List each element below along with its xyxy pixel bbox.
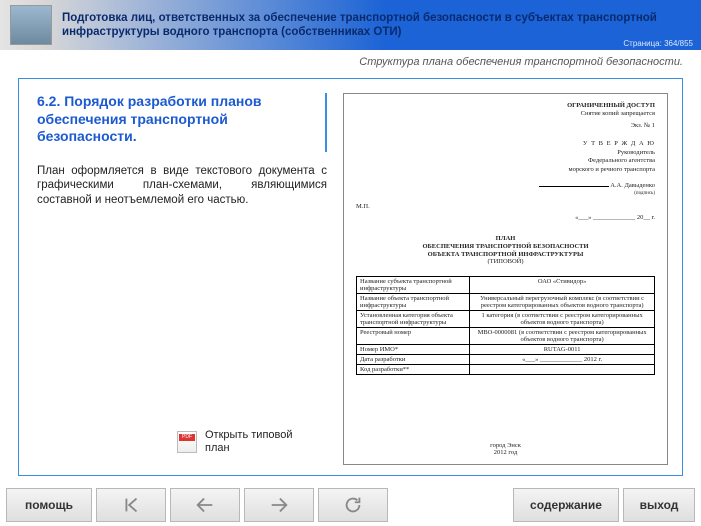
- section-body: План оформляется в виде текстового докум…: [37, 164, 327, 209]
- open-plan-label: Открыть типовой план: [205, 429, 315, 455]
- prev-button[interactable]: [170, 488, 240, 522]
- doc-sign-caption: (подпись): [356, 191, 655, 198]
- reload-button[interactable]: [318, 488, 388, 522]
- doc-approve: У Т В Е Р Ж Д А Ю: [356, 140, 655, 148]
- doc-signer: А.А. Давыденко: [610, 182, 655, 189]
- arrow-left-icon: [194, 494, 216, 516]
- doc-table-cell: Название субъекта транспортной инфрастру…: [357, 277, 470, 294]
- course-title: Подготовка лиц, ответственных за обеспеч…: [62, 11, 662, 40]
- toc-label: содержание: [530, 498, 602, 512]
- section-heading: 6.2. Порядок разработки планов обеспечен…: [37, 93, 327, 152]
- content-frame: 6.2. Порядок разработки планов обеспечен…: [18, 78, 683, 476]
- doc-footer-city: город Энск: [356, 442, 655, 449]
- doc-copy-note: Снятие копий запрещается: [356, 110, 655, 118]
- doc-approve-role3: морского и речного транспорта: [356, 166, 655, 174]
- doc-footer-year: 2012 год: [356, 449, 655, 456]
- doc-table-cell: МВО-0000081 (в соответствии с реестром к…: [470, 328, 655, 345]
- toc-button[interactable]: содержание: [513, 488, 619, 522]
- next-button[interactable]: [244, 488, 314, 522]
- help-button[interactable]: помощь: [6, 488, 92, 522]
- doc-table-cell: Универсальный перегрузочный комплекс (в …: [470, 294, 655, 311]
- doc-table-cell: Код разработки**: [357, 365, 470, 375]
- doc-approve-role1: Руководитель: [356, 149, 655, 157]
- header-thumbnail: [10, 5, 52, 45]
- doc-restricted: ОГРАНИЧЕННЫЙ ДОСТУП: [356, 102, 655, 110]
- doc-table-cell: [470, 365, 655, 375]
- doc-title4: (ТИПОВОЙ): [356, 258, 655, 266]
- doc-mp: М.П.: [356, 203, 655, 210]
- doc-table-cell: RUTAG-0011: [470, 345, 655, 355]
- doc-copy-no: Экз. № 1: [356, 122, 655, 130]
- doc-approve-role2: Федерального агентства: [356, 157, 655, 165]
- doc-table-cell: 1 категория (в соответствии с реестром к…: [470, 311, 655, 328]
- nav-bar: помощь содержание выход: [0, 484, 701, 526]
- doc-date: «___» _____________ 20__ г.: [356, 214, 655, 221]
- help-label: помощь: [25, 498, 73, 512]
- exit-button[interactable]: выход: [623, 488, 695, 522]
- first-icon: [120, 494, 142, 516]
- exit-label: выход: [640, 498, 679, 512]
- page-counter: Страница: 364/855: [623, 39, 693, 48]
- doc-table: Название субъекта транспортной инфрастру…: [356, 276, 655, 375]
- open-plan-link[interactable]: Открыть типовой план: [37, 419, 327, 465]
- doc-title1: ПЛАН: [356, 235, 655, 243]
- doc-table-cell: Название объекта транспортной инфраструк…: [357, 294, 470, 311]
- left-column: 6.2. Порядок разработки планов обеспечен…: [37, 93, 327, 465]
- first-button[interactable]: [96, 488, 166, 522]
- doc-table-cell: ОАО «Стивидор»: [470, 277, 655, 294]
- slide-subtitle: Структура плана обеспечения транспортной…: [0, 50, 701, 68]
- arrow-right-icon: [268, 494, 290, 516]
- header-bar: Подготовка лиц, ответственных за обеспеч…: [0, 0, 701, 50]
- reload-icon: [342, 494, 364, 516]
- doc-table-cell: «___» _____________ 2012 г.: [470, 355, 655, 365]
- doc-title2: ОБЕСПЕЧЕНИЯ ТРАНСПОРТНОЙ БЕЗОПАСНОСТИ: [356, 243, 655, 251]
- doc-table-cell: Номер ИМО*: [357, 345, 470, 355]
- doc-table-cell: Реестровый номер: [357, 328, 470, 345]
- pdf-icon: [177, 431, 197, 453]
- doc-table-cell: Установленная категория объекта транспор…: [357, 311, 470, 328]
- document-preview: ОГРАНИЧЕННЫЙ ДОСТУП Снятие копий запреща…: [343, 93, 668, 465]
- doc-table-cell: Дата разработки: [357, 355, 470, 365]
